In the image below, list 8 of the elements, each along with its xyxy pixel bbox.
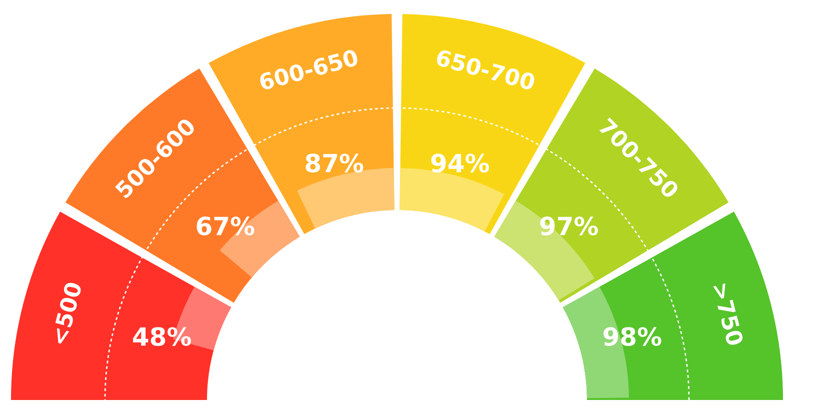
category-label: >750	[712, 282, 744, 346]
data-label: 67%	[196, 216, 254, 236]
category-label: <500	[50, 281, 82, 346]
data-label: 94%	[431, 154, 490, 173]
data-label: 48%	[133, 327, 191, 346]
data-label: 98%	[604, 327, 662, 346]
data-label: 87%	[306, 154, 364, 173]
data-label: 97%	[540, 216, 598, 236]
